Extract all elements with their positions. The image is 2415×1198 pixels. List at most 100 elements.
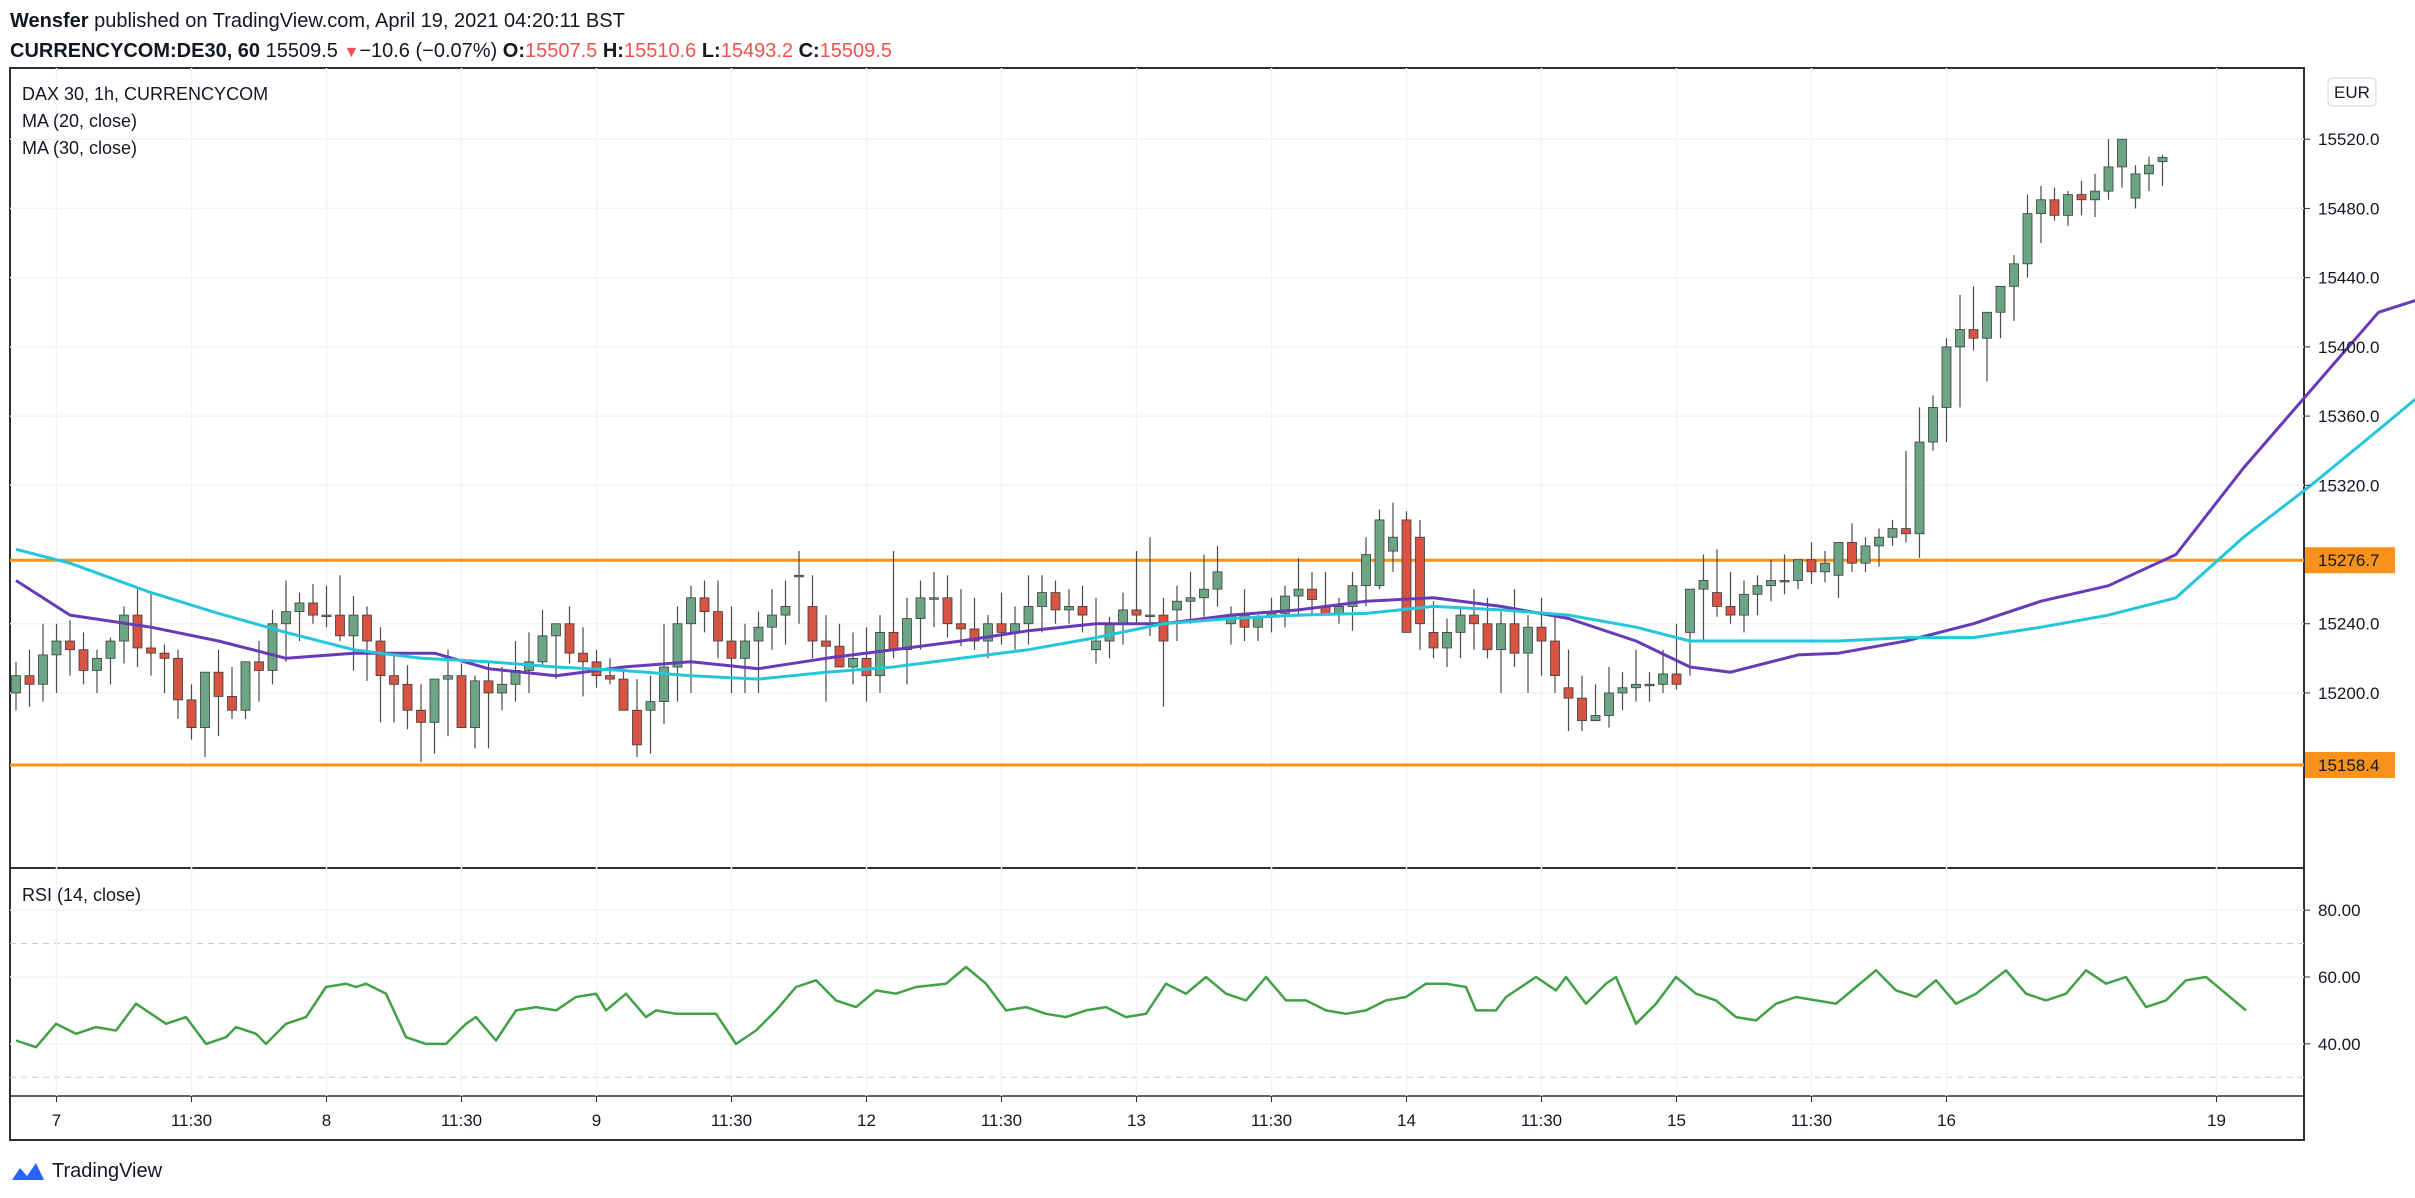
candle [1455,606,1466,659]
currency-badge [2327,77,2377,107]
candle [1671,623,1682,690]
candle [1158,597,1169,707]
time-tick-label: 11:30 [441,1111,482,1130]
price-change: −10.6 (−0.07%) [359,40,498,62]
candle-body [1509,623,1520,654]
candle-body [1941,346,1952,408]
candle [227,667,237,719]
candle [281,580,291,662]
candle [24,649,35,707]
candle-body [1968,329,1979,339]
candle-body [483,680,494,694]
price-tick-label: 15200.0 [2318,684,2379,703]
candle-body [875,631,885,677]
time-tick-label: 11:30 [711,1111,752,1130]
candle [173,649,183,719]
candle [1023,575,1034,645]
candle-body [281,611,291,625]
candle-body [213,671,224,697]
candle-body [2063,194,2073,216]
candle [672,606,683,702]
candle [159,644,170,693]
level-price-tag [2305,751,2395,778]
candle [2117,138,2127,188]
candle-body [456,675,467,728]
candle [807,575,818,659]
candle-body [915,597,926,619]
candle-body [605,675,615,680]
candle-body [470,680,480,728]
legend-title: DAX 30, 1h, CURRENCYCOM [22,84,268,104]
legend-ma30[interactable]: MA (30, close) [22,138,137,158]
symbol-label: CURRENCYCOM:DE30, 60 [10,40,261,62]
candle [1644,672,1655,702]
candle-body [1793,559,1803,581]
rsi-line [15,965,2247,1049]
price-axis[interactable]: 15520.0 15480.0 15440.0 15400.0 15360.0 15320… [2304,130,2395,1054]
candle [834,623,845,668]
candle [1860,537,1871,572]
candle [1442,618,1452,667]
candle-body [848,657,858,668]
candle [861,627,872,702]
candle [1401,511,1412,633]
author-name[interactable]: Wensfer [10,10,89,32]
open-value: 15507.5 [524,40,598,62]
candle-body [1212,571,1223,590]
candle-body [1685,588,1695,633]
candle [1698,554,1709,642]
tradingview-cloud-icon [12,1163,44,1180]
tradingview-logo[interactable]: TradingView [10,1156,162,1186]
candle-body [632,709,642,746]
candle-body [1806,559,1817,573]
candle [1280,585,1290,628]
candle [618,668,629,711]
candle [1050,580,1061,624]
candle [1118,592,1128,645]
candle [1833,542,1844,598]
candle [645,675,656,754]
candle-body [119,614,129,642]
candle-body [645,701,656,711]
candle-body [1982,311,1992,339]
candle [416,684,426,763]
candle-body [2103,166,2114,192]
candle [1320,571,1331,616]
candle [1766,559,1776,602]
time-tick-label: 14 [1397,1111,1416,1130]
candle-body [24,675,35,685]
candle [956,589,966,647]
candle-body [969,628,980,642]
time-axis[interactable]: 7 11:30 8 11:30 9 11:30 12 11:30 13 11:30 14 11:30 1… [52,1096,2226,1130]
candle-body [1928,407,1938,443]
candle-body [618,678,629,711]
last-price: 15509.5 [265,40,338,62]
legend-ma20[interactable]: MA (20, close) [22,111,137,131]
time-tick-label: 11:30 [981,1111,1022,1130]
logo-text: TradingView [52,1159,163,1182]
candle-body [753,626,764,642]
candle-body [2117,138,2127,168]
level-price-label: 15158.4 [2318,756,2379,775]
currency-label: EUR [2334,83,2370,102]
high-label: H: [602,40,624,62]
candle [1145,537,1155,636]
level-price-tag [2305,547,2395,574]
candle [1199,554,1209,617]
candle [1725,571,1736,624]
candle-body [564,623,575,654]
candle-body [1091,640,1101,651]
candle-body [2009,263,2019,287]
candle [1212,545,1223,607]
candle [470,675,480,749]
candle [1293,557,1304,617]
candle-body [686,597,696,625]
candle [1874,528,1884,567]
candle-body [105,640,116,659]
candle [267,609,278,685]
candle-body [902,618,912,651]
legend-rsi[interactable]: RSI (14, close) [22,885,141,905]
candle [1509,589,1520,667]
close-value: 15509.5 [819,40,892,62]
